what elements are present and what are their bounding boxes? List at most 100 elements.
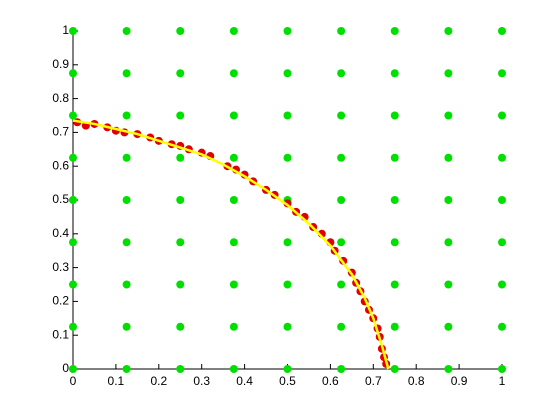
point <box>122 196 131 204</box>
point <box>122 69 131 78</box>
y-tick-label: 0.1 <box>52 327 69 341</box>
point <box>229 196 238 204</box>
point <box>69 27 77 35</box>
point <box>229 322 238 331</box>
point <box>176 238 185 247</box>
y-tick-label: 0.6 <box>52 158 69 172</box>
x-tick-label: 0.5 <box>279 374 296 388</box>
point <box>498 27 506 35</box>
point <box>283 280 292 289</box>
point <box>122 322 131 331</box>
point <box>229 280 238 289</box>
point <box>444 196 453 204</box>
point <box>337 153 346 162</box>
point <box>176 365 185 373</box>
point <box>390 111 399 120</box>
point <box>390 196 399 204</box>
point <box>337 322 346 331</box>
y-tick-label: 0.4 <box>52 226 69 240</box>
point <box>337 27 346 35</box>
point <box>498 322 506 331</box>
y-tick-label: 0 <box>62 361 69 375</box>
x-tick-label: 0.2 <box>150 374 167 388</box>
point <box>498 280 506 289</box>
y-tick-label: 0.8 <box>52 91 69 105</box>
y-tick-label: 0.3 <box>52 260 69 274</box>
point <box>498 238 506 247</box>
point <box>69 111 77 120</box>
point <box>283 69 292 78</box>
point <box>176 27 185 35</box>
point <box>390 280 399 289</box>
x-tick-label: 1 <box>499 374 506 388</box>
point <box>69 196 77 204</box>
point <box>390 365 399 373</box>
x-tick-label: 0 <box>70 374 77 388</box>
point <box>498 153 506 162</box>
y-tick-label: 0.2 <box>52 294 69 308</box>
point <box>498 69 506 78</box>
x-tick-label: 0.6 <box>322 374 339 388</box>
point <box>283 238 292 247</box>
point <box>229 111 238 120</box>
point <box>498 365 506 373</box>
point <box>283 111 292 120</box>
point <box>498 111 506 120</box>
point <box>444 238 453 247</box>
point <box>69 153 77 162</box>
y-tick-label: 0.9 <box>52 57 69 71</box>
point <box>122 365 131 373</box>
point <box>444 153 453 162</box>
point <box>337 238 346 247</box>
y-tick-label: 0.7 <box>52 125 69 139</box>
point <box>122 111 131 120</box>
point <box>69 322 77 331</box>
point <box>444 111 453 120</box>
y-tick-label: 1 <box>62 23 69 37</box>
point <box>176 153 185 162</box>
x-tick-label: 0.9 <box>451 374 468 388</box>
point <box>229 27 238 35</box>
point <box>229 238 238 247</box>
point <box>444 27 453 35</box>
point <box>337 69 346 78</box>
point <box>390 69 399 78</box>
point <box>176 111 185 120</box>
x-tick-label: 0.1 <box>108 374 125 388</box>
point <box>283 365 292 373</box>
point <box>444 69 453 78</box>
point <box>337 365 346 373</box>
point <box>122 280 131 289</box>
point <box>176 280 185 289</box>
point <box>444 280 453 289</box>
fit-line <box>72 119 390 370</box>
point <box>69 69 77 78</box>
x-tick-label: 0.7 <box>365 374 382 388</box>
point <box>390 153 399 162</box>
x-tick-label: 0.8 <box>408 374 425 388</box>
point <box>176 69 185 78</box>
x-tick-label: 0.3 <box>193 374 210 388</box>
point <box>69 238 77 247</box>
point <box>337 111 346 120</box>
y-tick-label: 0.5 <box>52 192 69 206</box>
point <box>229 365 238 373</box>
point <box>390 238 399 247</box>
point <box>283 322 292 331</box>
point <box>176 196 185 204</box>
point <box>229 153 238 162</box>
x-tick-label: 0.4 <box>236 374 253 388</box>
point <box>283 153 292 162</box>
point <box>337 280 346 289</box>
point <box>176 322 185 331</box>
point <box>122 238 131 247</box>
point <box>498 196 506 204</box>
point <box>229 69 238 78</box>
point <box>122 27 131 35</box>
point <box>283 27 292 35</box>
point <box>122 153 131 162</box>
point <box>390 322 399 331</box>
point <box>69 365 77 373</box>
point <box>444 322 453 331</box>
